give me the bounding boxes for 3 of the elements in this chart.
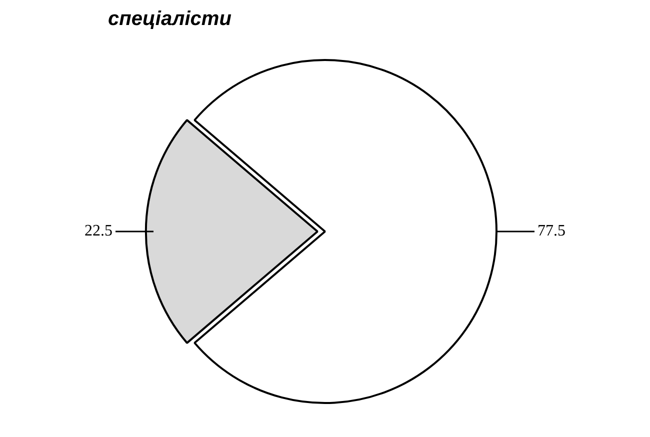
- data-label: 22.5: [84, 222, 112, 240]
- chart-title: спеціалісти: [108, 8, 232, 32]
- data-label: 77.5: [538, 222, 566, 240]
